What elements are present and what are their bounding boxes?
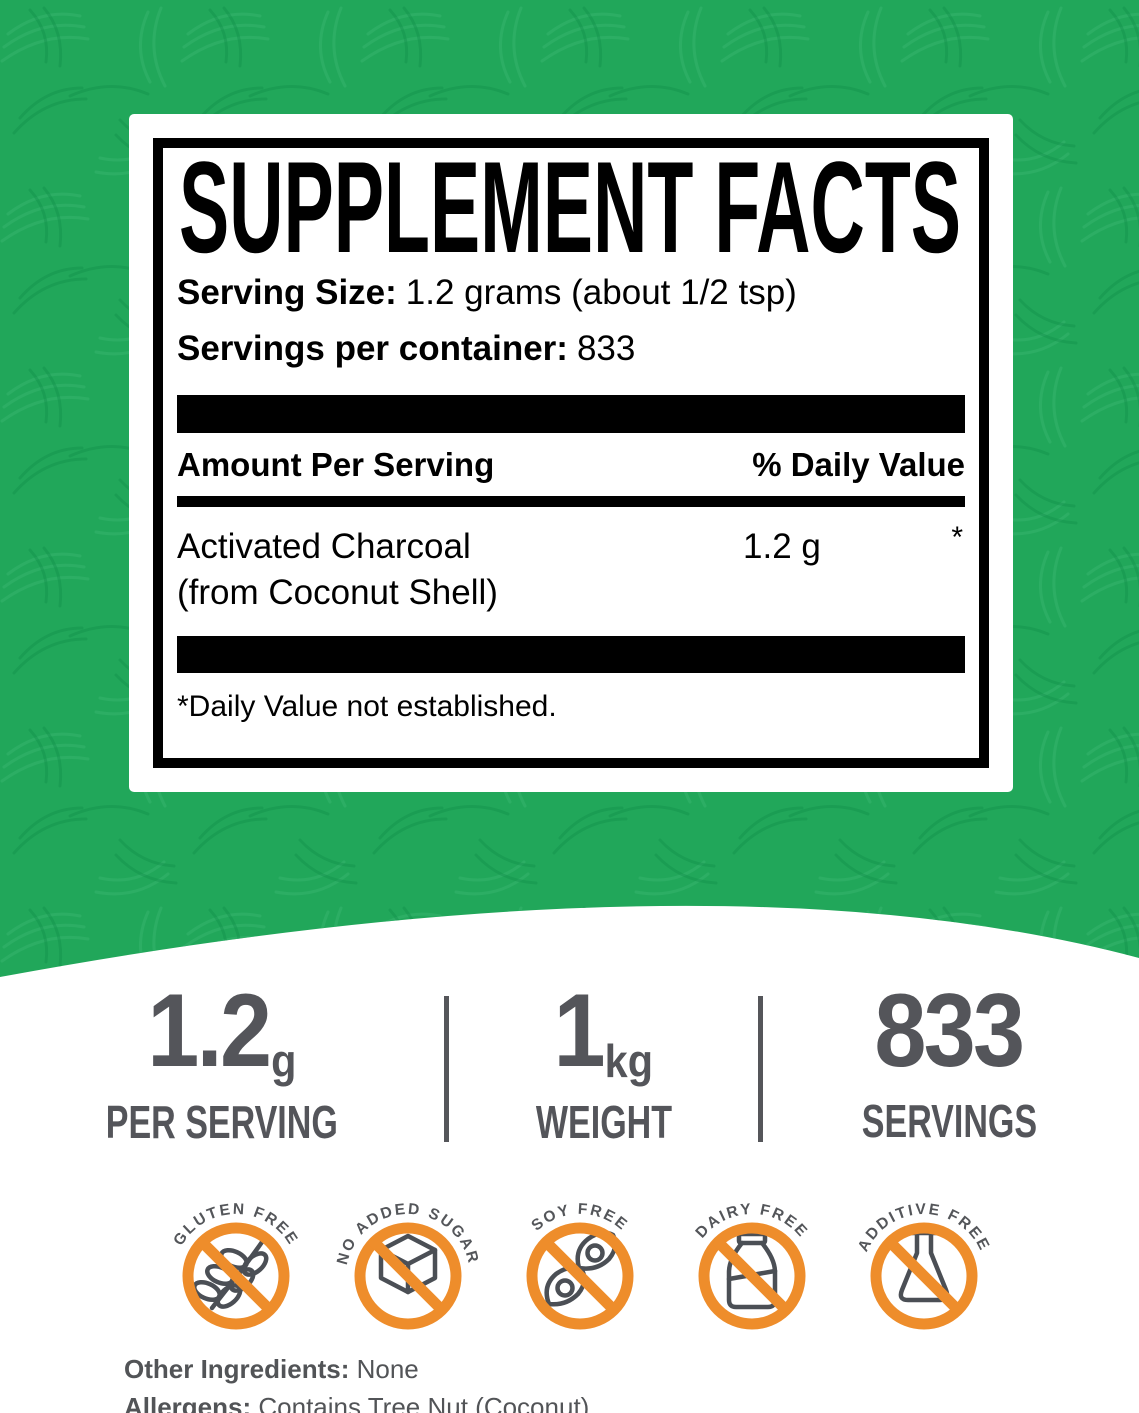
stat-unit: kg bbox=[604, 1035, 654, 1087]
ingredient-daily-value: * bbox=[951, 521, 963, 554]
column-header-row: Amount Per Serving % Daily Value bbox=[177, 446, 965, 496]
daily-value-footnote: *Daily Value not established. bbox=[177, 690, 557, 723]
daily-value-header: % Daily Value bbox=[752, 446, 965, 483]
prohibition-icon bbox=[526, 1222, 634, 1330]
ingredient-name: Activated Charcoal (from Coconut Shell) bbox=[177, 527, 498, 612]
footer-text: Other Ingredients: None Allergens: Conta… bbox=[124, 1348, 589, 1413]
badge-soy-free: SOY FREE bbox=[526, 1201, 634, 1330]
stat-per-serving: 1.2 g PER SERVING bbox=[0, 973, 444, 1162]
amount-per-serving-header: Amount Per Serving bbox=[177, 446, 495, 483]
stat-unit: g bbox=[271, 1035, 297, 1087]
divider-bar bbox=[177, 395, 965, 433]
stat-label: PER SERVING bbox=[105, 1096, 339, 1149]
stat-label: WEIGHT bbox=[535, 1096, 672, 1149]
badge-gluten-free: GLUTEN FREE bbox=[170, 1201, 300, 1330]
other-ingredients-line: Other Ingredients: None bbox=[124, 1352, 589, 1386]
serving-size-label: Serving Size: bbox=[177, 273, 397, 312]
prohibition-icon bbox=[354, 1222, 462, 1330]
badge-dairy-free: DAIRY FREE bbox=[693, 1201, 809, 1330]
stat-value: 1 kg bbox=[553, 973, 654, 1089]
ingredient-row: Activated Charcoal (from Coconut Shell) … bbox=[177, 521, 965, 616]
stat-value: 833 bbox=[874, 973, 1026, 1089]
serving-size-value: 1.2 grams (about 1/2 tsp) bbox=[405, 273, 797, 312]
servings-per-container-line: Servings per container: 833 bbox=[177, 328, 965, 370]
other-ingredients-value: None bbox=[356, 1354, 419, 1384]
badge-label: NO ADDED SUGAR bbox=[334, 1201, 482, 1267]
badge-additive-free: ADDITIVE FREE bbox=[855, 1201, 991, 1330]
servings-per-container-label: Servings per container: bbox=[177, 329, 568, 368]
allergens-line: Allergens: Contains Tree Nut (Coconut) bbox=[124, 1390, 589, 1413]
other-ingredients-label: Other Ingredients: bbox=[124, 1354, 350, 1384]
ingredient-amount: 1.2 g bbox=[743, 527, 821, 566]
prohibition-icon bbox=[698, 1222, 806, 1330]
allergens-label: Allergens: bbox=[124, 1392, 252, 1413]
divider-bar-thin bbox=[177, 496, 965, 507]
panel-title: SUPPLEMENT FACTS bbox=[179, 156, 961, 258]
allergens-value: Contains Tree Nut (Coconut) bbox=[258, 1392, 590, 1413]
prohibition-icon bbox=[870, 1222, 978, 1330]
stats-row: 1.2 g PER SERVING 1 kg WEIGHT 833 SERVINGS bbox=[0, 973, 1139, 1162]
supplement-facts-panel: SUPPLEMENT FACTS Serving Size: 1.2 grams … bbox=[129, 114, 1013, 792]
stat-divider bbox=[758, 996, 763, 1142]
divider-bar bbox=[177, 636, 965, 673]
stat-weight: 1 kg WEIGHT bbox=[449, 973, 758, 1162]
facts-border-box: SUPPLEMENT FACTS Serving Size: 1.2 grams … bbox=[153, 138, 989, 768]
badge-no-added-sugar: NO ADDED SUGAR bbox=[334, 1201, 482, 1330]
svg-text:SUPPLEMENT FACTS: SUPPLEMENT FACTS bbox=[179, 156, 961, 258]
serving-size-line: Serving Size: 1.2 grams (about 1/2 tsp) bbox=[177, 272, 965, 314]
stat-divider bbox=[444, 996, 449, 1142]
stat-label: SERVINGS bbox=[861, 1094, 1038, 1147]
stat-servings: 833 SERVINGS bbox=[763, 973, 1136, 1162]
badges-row: GLUTEN FREE NO ADDED SUGAR bbox=[150, 1176, 1010, 1336]
prohibition-icon bbox=[182, 1222, 290, 1330]
servings-per-container-value: 833 bbox=[576, 329, 636, 368]
stat-value: 1.2 g bbox=[147, 973, 297, 1089]
